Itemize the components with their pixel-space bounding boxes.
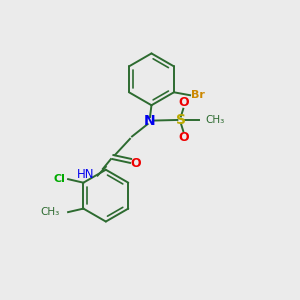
Text: HN: HN: [77, 168, 94, 181]
Text: CH₃: CH₃: [206, 115, 225, 125]
Text: Br: Br: [191, 90, 205, 100]
Text: O: O: [130, 157, 141, 170]
Text: O: O: [178, 96, 189, 110]
Text: Cl: Cl: [54, 174, 66, 184]
Text: O: O: [178, 130, 189, 143]
Text: S: S: [176, 113, 186, 127]
Text: CH₃: CH₃: [40, 207, 60, 217]
Text: N: N: [144, 114, 156, 128]
